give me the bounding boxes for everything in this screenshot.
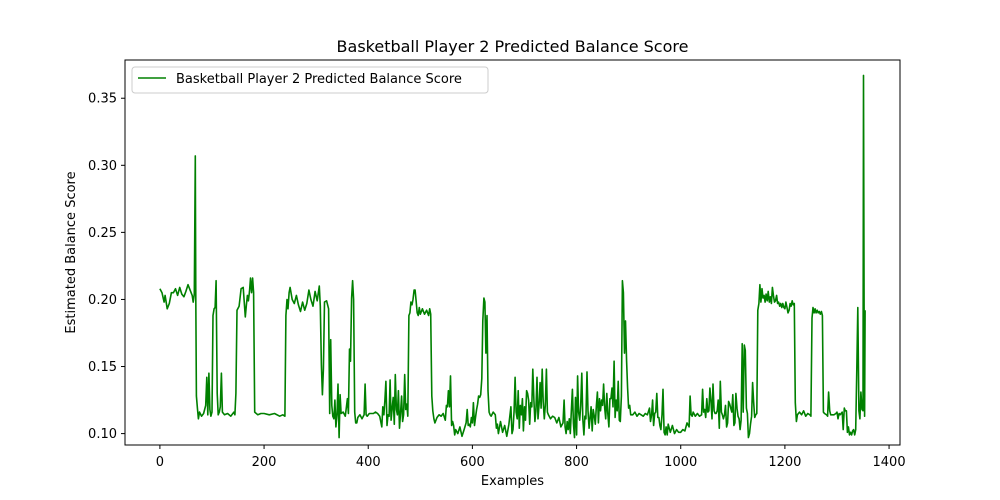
- legend-box: [131, 66, 489, 94]
- x-axis-label: Examples: [481, 474, 544, 489]
- y-axis-label: Estimated Balance Score: [64, 171, 79, 333]
- y-tick-label: 0.20: [88, 293, 117, 308]
- legend: Basketball Player 2 Predicted Balance Sc…: [131, 66, 489, 94]
- y-axis: 0.10 0.15 0.20 0.25 0.30 0.35: [88, 92, 125, 442]
- x-axis: 0 200 400 600 800 1000 1200 1400: [156, 445, 906, 470]
- x-tick-label: 1200: [768, 455, 801, 470]
- x-tick-label: 600: [460, 455, 485, 470]
- plot-frame: [124, 59, 901, 446]
- y-tick-label: 0.15: [88, 360, 117, 375]
- x-tick-label: 200: [252, 455, 277, 470]
- y-tick-label: 0.30: [88, 159, 117, 174]
- x-tick-label: 400: [356, 455, 381, 470]
- legend-label: Basketball Player 2 Predicted Balance Sc…: [176, 72, 462, 87]
- chart-title: Basketball Player 2 Predicted Balance Sc…: [337, 37, 689, 56]
- plot-area: [159, 74, 866, 439]
- x-tick-label: 1000: [664, 455, 697, 470]
- series-line-balance-score: [159, 74, 866, 439]
- x-tick-label: 800: [564, 455, 589, 470]
- y-tick-label: 0.10: [88, 427, 117, 442]
- x-tick-label: 0: [156, 455, 164, 470]
- y-tick-label: 0.35: [88, 92, 117, 107]
- y-tick-label: 0.25: [88, 226, 117, 241]
- x-tick-label: 1400: [873, 455, 906, 470]
